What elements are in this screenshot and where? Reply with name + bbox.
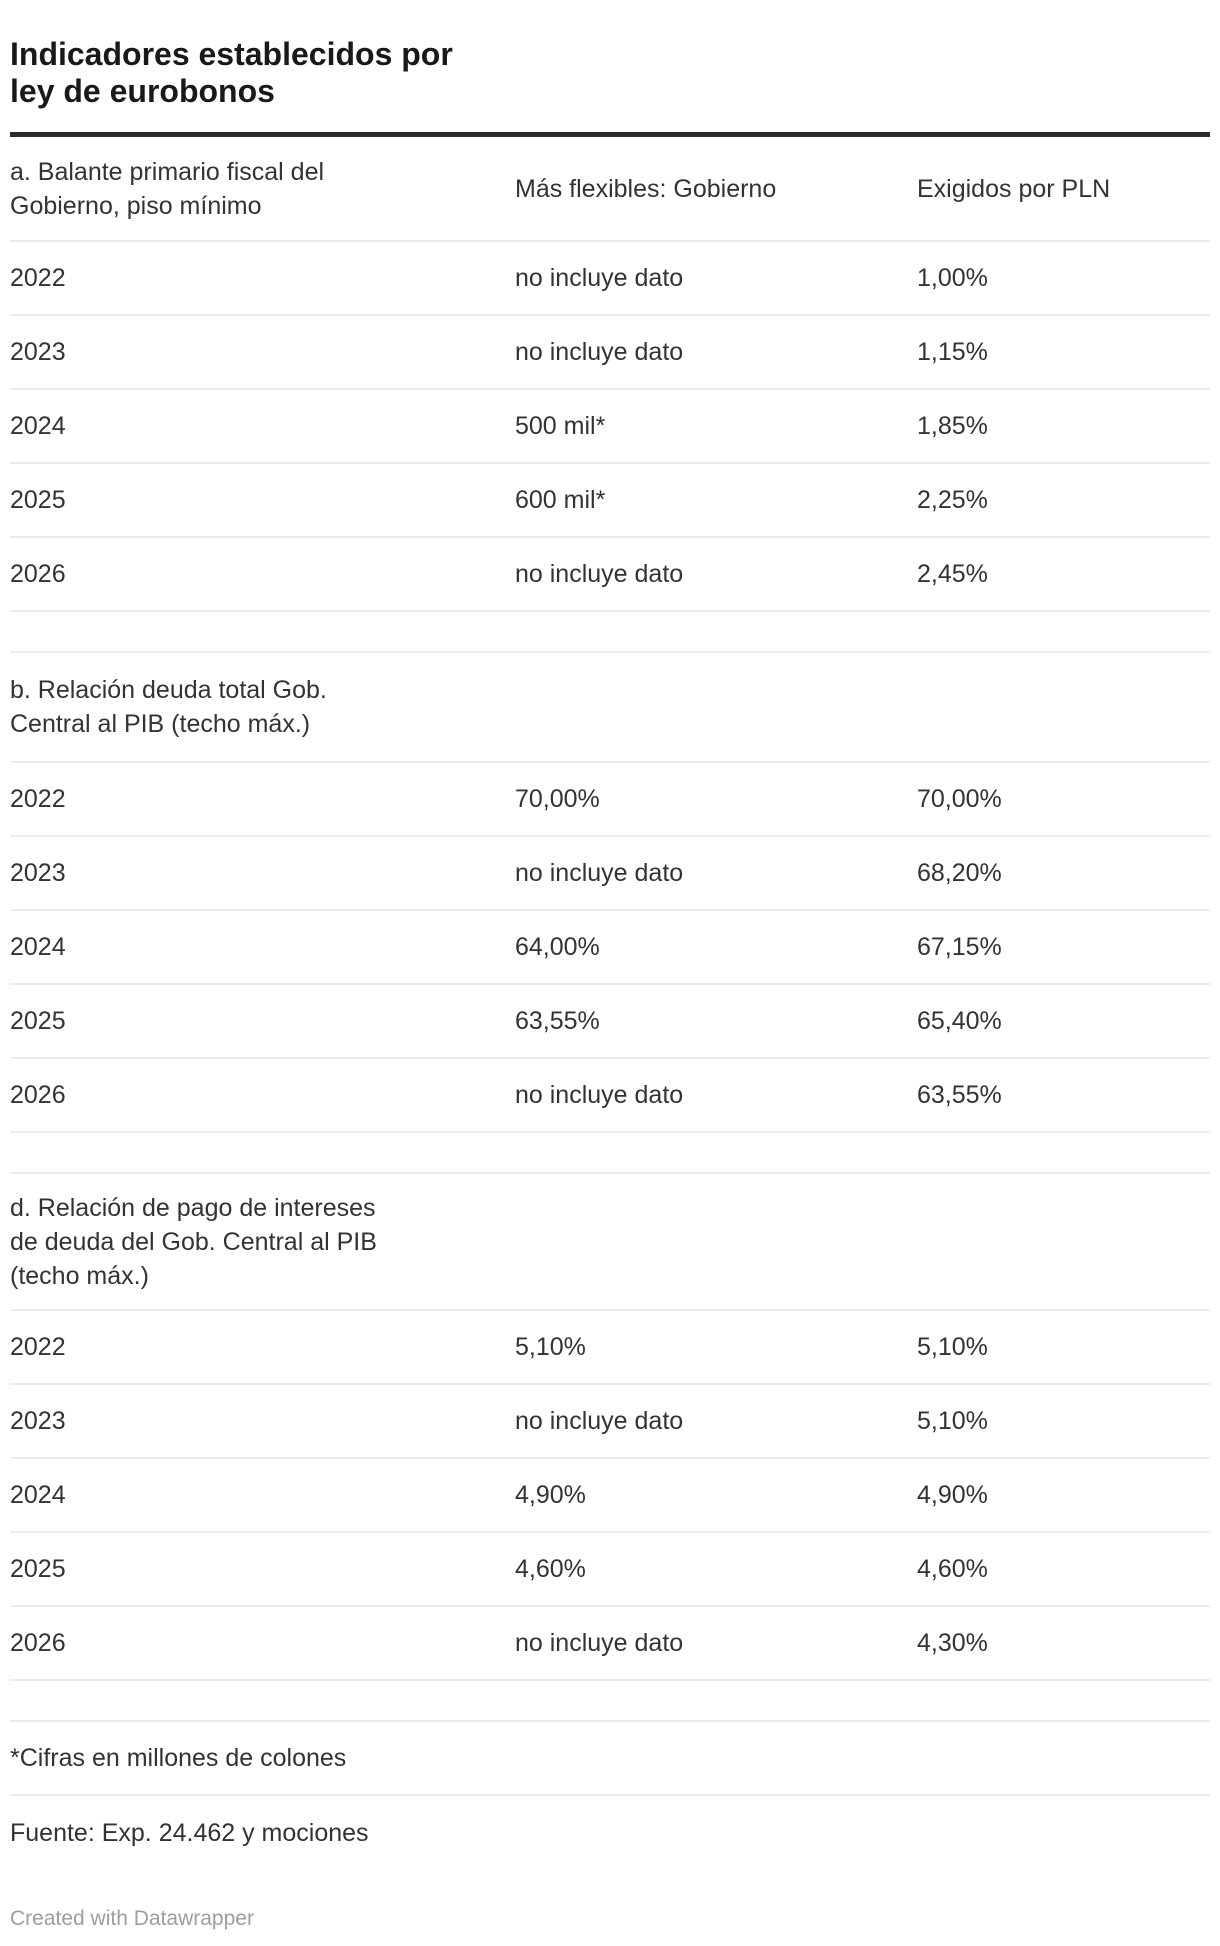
column-header-gobierno: Más flexibles: Gobierno <box>515 174 777 203</box>
column-header-pln: Exigidos por PLN <box>917 174 1111 203</box>
section-header-row-d: d. Relación de pago de intereses de deud… <box>10 1174 1210 1311</box>
year-cell: 2022 <box>10 1332 66 1361</box>
table-row: 2022 70,00% 70,00% <box>10 763 1210 837</box>
pln-cell: 68,20% <box>917 858 1002 887</box>
footnote-text: *Cifras en millones de colones <box>10 1743 347 1772</box>
section-label-line: a. Balante primario fiscal del <box>10 157 325 186</box>
pln-cell: 4,30% <box>917 1628 988 1657</box>
section-header-row-a: a. Balante primario fiscal del Gobierno,… <box>10 137 1210 242</box>
table-row: 2025 4,60% 4,60% <box>10 1533 1210 1607</box>
page-title: Indicadores establecidos por ley de euro… <box>10 36 1210 110</box>
attribution-link[interactable]: Created with Datawrapper <box>10 1907 254 1930</box>
gobierno-cell: 70,00% <box>515 784 600 813</box>
gobierno-cell: no incluye dato <box>515 1406 684 1435</box>
section-label-line: b. Relación deuda total Gob. <box>10 676 327 704</box>
pln-cell: 1,85% <box>917 411 988 440</box>
section-label-line: Central al PIB (techo máx.) <box>10 710 311 738</box>
table-row: 2022 no incluye dato 1,00% <box>10 242 1210 316</box>
table-row: 2023 no incluye dato 1,15% <box>10 316 1210 390</box>
gobierno-cell: no incluye dato <box>515 337 684 366</box>
year-cell: 2023 <box>10 337 66 366</box>
pln-cell: 5,10% <box>917 1406 988 1435</box>
year-cell: 2024 <box>10 411 66 440</box>
gobierno-cell: no incluye dato <box>515 559 684 588</box>
table-row: 2023 no incluye dato 68,20% <box>10 837 1210 911</box>
table-row: 2024 4,90% 4,90% <box>10 1459 1210 1533</box>
footnote-row: *Cifras en millones de colones <box>10 1722 1210 1796</box>
table-row: 2024 64,00% 67,15% <box>10 911 1210 985</box>
source-line: Fuente: Exp. 24.462 y mociones <box>10 1819 369 1847</box>
table-row: 2023 no incluye dato 5,10% <box>10 1385 1210 1459</box>
pln-cell: 2,25% <box>917 485 988 514</box>
pln-cell: 63,55% <box>917 1080 1002 1109</box>
table-row: 2025 63,55% 65,40% <box>10 985 1210 1059</box>
year-cell: 2022 <box>10 263 66 292</box>
pln-cell: 67,15% <box>917 932 1002 961</box>
spacer-row <box>10 1133 1210 1174</box>
pln-cell: 4,60% <box>917 1554 988 1583</box>
year-cell: 2023 <box>10 858 66 887</box>
spacer-row <box>10 1681 1210 1722</box>
section-label-line: Gobierno, piso mínimo <box>10 191 262 220</box>
year-cell: 2026 <box>10 559 66 588</box>
title-line: ley de eurobonos <box>10 73 275 109</box>
pln-cell: 2,45% <box>917 559 988 588</box>
gobierno-cell: 5,10% <box>515 1332 586 1361</box>
gobierno-cell: 600 mil* <box>515 485 606 514</box>
section-label-line: (techo máx.) <box>10 1261 149 1290</box>
gobierno-cell: 64,00% <box>515 932 600 961</box>
table-row: 2026 no incluye dato 4,30% <box>10 1607 1210 1681</box>
gobierno-cell: 4,90% <box>515 1480 586 1509</box>
section-label: d. Relación de pago de intereses de deud… <box>10 1191 515 1293</box>
spacer-row <box>10 612 1210 653</box>
pln-cell: 70,00% <box>917 784 1002 813</box>
data-table: a. Balante primario fiscal del Gobierno,… <box>10 137 1210 1796</box>
gobierno-cell: 4,60% <box>515 1554 586 1583</box>
title-line: Indicadores establecidos por <box>10 36 453 72</box>
section-label-line: de deuda del Gob. Central al PIB <box>10 1227 377 1256</box>
pln-cell: 4,90% <box>917 1480 988 1509</box>
gobierno-cell: 500 mil* <box>515 411 606 440</box>
gobierno-cell: no incluye dato <box>515 1628 684 1657</box>
header-rule <box>10 132 1210 137</box>
pln-cell: 1,15% <box>917 337 988 366</box>
gobierno-cell: no incluye dato <box>515 263 684 292</box>
year-cell: 2026 <box>10 1628 66 1657</box>
year-cell: 2024 <box>10 1480 66 1509</box>
pln-cell: 65,40% <box>917 1006 1002 1035</box>
year-cell: 2025 <box>10 1006 66 1035</box>
section-label: a. Balante primario fiscal del Gobierno,… <box>10 155 515 223</box>
pln-cell: 1,00% <box>917 263 988 292</box>
year-cell: 2026 <box>10 1080 66 1109</box>
year-cell: 2023 <box>10 1406 66 1435</box>
gobierno-cell: no incluye dato <box>515 1080 684 1109</box>
year-cell: 2024 <box>10 932 66 961</box>
year-cell: 2025 <box>10 1554 66 1583</box>
table-row: 2026 no incluye dato 63,55% <box>10 1059 1210 1133</box>
year-cell: 2025 <box>10 485 66 514</box>
table-row: 2025 600 mil* 2,25% <box>10 464 1210 538</box>
section-label: b. Relación deuda total Gob. Central al … <box>10 673 515 741</box>
gobierno-cell: 63,55% <box>515 1006 600 1035</box>
gobierno-cell: no incluye dato <box>515 858 684 887</box>
table-row: 2024 500 mil* 1,85% <box>10 390 1210 464</box>
section-header-row-b: b. Relación deuda total Gob. Central al … <box>10 653 1210 763</box>
table-row: 2026 no incluye dato 2,45% <box>10 538 1210 612</box>
year-cell: 2022 <box>10 784 66 813</box>
pln-cell: 5,10% <box>917 1332 988 1361</box>
table-row: 2022 5,10% 5,10% <box>10 1311 1210 1385</box>
section-label-line: d. Relación de pago de intereses <box>10 1193 376 1222</box>
